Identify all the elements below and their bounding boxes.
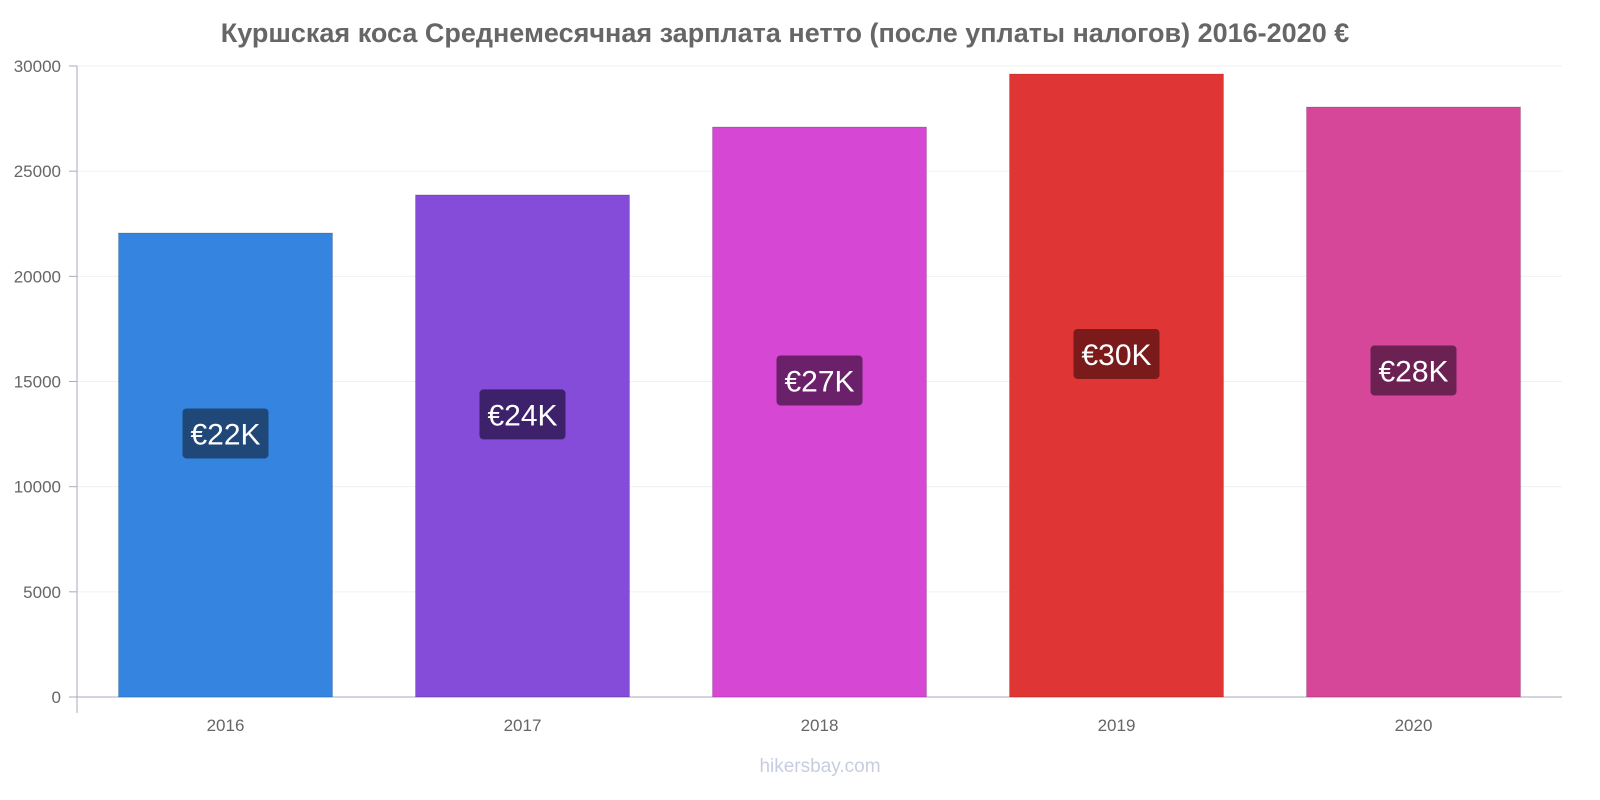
x-tick-label: 2019 (1098, 716, 1136, 735)
y-tick-label: 15000 (14, 373, 61, 392)
x-tick-label: 2020 (1395, 716, 1433, 735)
bar-2020 (1306, 106, 1521, 698)
data-label-bg (479, 389, 566, 440)
x-tick-label: 2018 (801, 716, 839, 735)
data-label: €22K (190, 418, 260, 451)
data-label: €28K (1378, 355, 1448, 388)
data-label: €27K (784, 365, 854, 398)
x-tick-label: 2016 (207, 716, 245, 735)
data-label-bg (776, 355, 863, 406)
watermark: hikersbay.com (759, 756, 880, 777)
y-tick-label: 30000 (14, 57, 61, 76)
chart-title: Куршская коса Среднемесячная зарплата не… (221, 18, 1349, 48)
bar-2018 (712, 126, 927, 698)
data-label-bg (1073, 328, 1160, 379)
y-tick-label: 20000 (14, 267, 61, 286)
data-label-bg (182, 408, 269, 459)
data-label-bg (1370, 345, 1457, 396)
x-tick-label: 2017 (504, 716, 542, 735)
y-tick-label: 10000 (14, 478, 61, 497)
y-tick-label: 25000 (14, 162, 61, 181)
bar-2017 (415, 194, 630, 698)
bar-2016 (118, 232, 333, 698)
data-label: €30K (1081, 339, 1151, 372)
bar-2019 (1009, 73, 1224, 698)
data-label: €24K (487, 399, 557, 432)
y-tick-label: 0 (52, 688, 61, 707)
y-tick-label: 5000 (23, 583, 61, 602)
